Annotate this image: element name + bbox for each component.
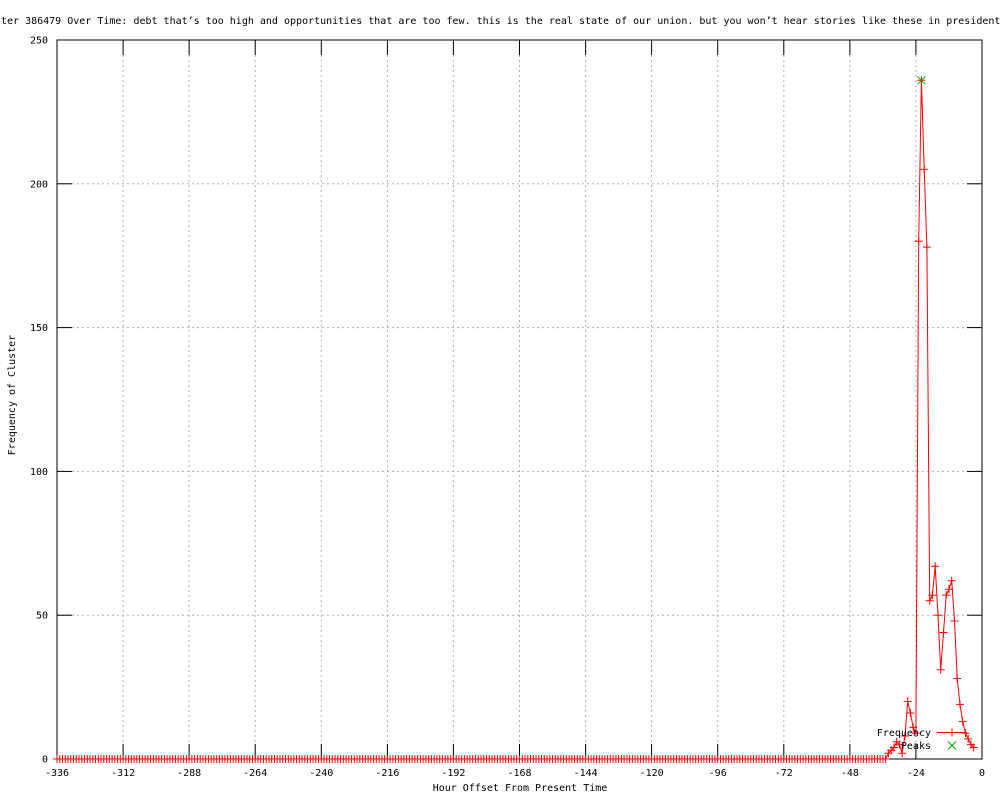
x-tick-label: -24 bbox=[907, 768, 925, 779]
x-tick-label: -216 bbox=[375, 768, 399, 779]
y-tick-label: 50 bbox=[36, 611, 48, 622]
legend-label-frequency: Frequency bbox=[877, 728, 931, 739]
legend-label-peaks: Peaks bbox=[901, 741, 931, 752]
x-tick-label: -288 bbox=[177, 768, 201, 779]
x-tick-label: -264 bbox=[243, 768, 267, 779]
x-axis-label: Hour Offset From Present Time bbox=[432, 783, 608, 794]
legend-frequency-sample-marker bbox=[948, 728, 956, 737]
y-tick-label: 150 bbox=[30, 323, 48, 334]
x-tick-label: -192 bbox=[441, 768, 465, 779]
x-tick-label: -96 bbox=[709, 768, 727, 779]
x-tick-labels: -336 -312 -288 -264 -240 -216 -192 -168 -144 -120… bbox=[45, 768, 985, 779]
chart-title: ter 386479 Over Time: debt that’s too hi… bbox=[1, 16, 1000, 27]
peaks-markers bbox=[917, 75, 926, 85]
x-tick-label: -312 bbox=[111, 768, 135, 779]
frequency-line bbox=[57, 80, 975, 760]
x-tick-label: -168 bbox=[507, 768, 531, 779]
x-tick-label: -144 bbox=[574, 768, 598, 779]
gridlines bbox=[57, 40, 982, 759]
x-tick-label: 0 bbox=[979, 768, 985, 779]
x-tick-label: -48 bbox=[841, 768, 859, 779]
y-tick-label: 250 bbox=[30, 36, 48, 47]
legend: Frequency Peaks bbox=[877, 728, 967, 752]
y-tick-label: 0 bbox=[42, 755, 48, 766]
y-tick-labels: 0 50 100 150 200 250 bbox=[30, 36, 48, 766]
frequency-markers bbox=[53, 76, 978, 763]
x-tick-label: -336 bbox=[45, 768, 69, 779]
x-tick-label: -120 bbox=[640, 768, 664, 779]
y-tick-label: 100 bbox=[30, 467, 48, 478]
legend-peaks-sample-marker bbox=[947, 741, 957, 750]
x-tick-label: -240 bbox=[309, 768, 333, 779]
x-tick-label: -72 bbox=[775, 768, 793, 779]
y-tick-label: 200 bbox=[30, 179, 48, 190]
